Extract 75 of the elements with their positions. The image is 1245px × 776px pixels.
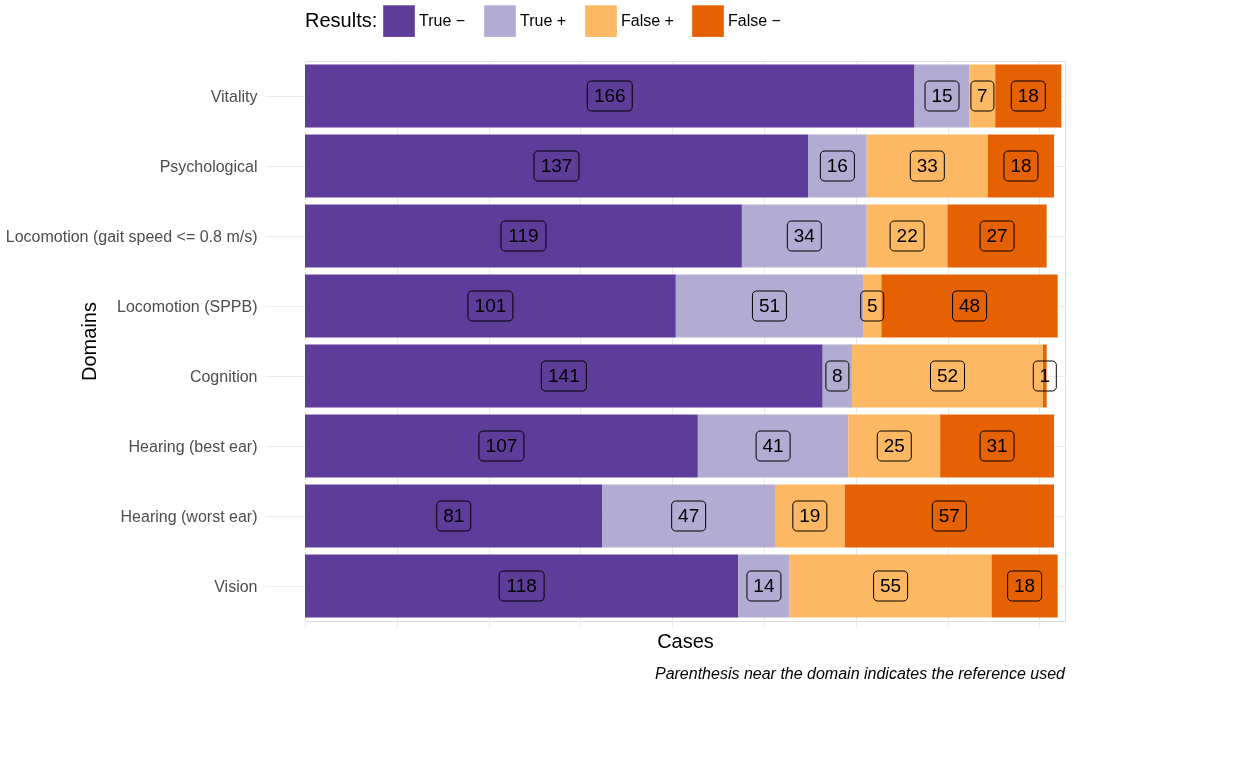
bar: [947, 204, 1047, 268]
data-label: 118: [506, 575, 537, 596]
data-label: 34: [793, 225, 816, 246]
bar: [866, 204, 948, 268]
data-label: 48: [958, 295, 981, 316]
bar: [675, 274, 864, 338]
data-label: 57: [938, 505, 960, 526]
legend-label: False −: [728, 12, 781, 30]
bar: [305, 484, 603, 548]
bar: [738, 554, 790, 618]
bar: [305, 554, 739, 618]
y-tick-label: Hearing (worst ear): [120, 507, 258, 525]
y-tick-label: Vitality: [210, 87, 258, 105]
bar: [305, 134, 808, 198]
y-tick-label: Cognition: [189, 367, 258, 385]
data-label: 141: [547, 365, 580, 386]
data-label: 55: [880, 575, 902, 596]
data-label: 7: [977, 85, 988, 106]
bar: [774, 484, 845, 548]
legend-label: False +: [621, 12, 674, 30]
data-label: 33: [916, 155, 938, 176]
data-label: 5: [866, 295, 878, 316]
data-label: 51: [758, 295, 781, 316]
text: Parenthesis near the domain indicates the reference used: [654, 664, 1067, 682]
bar: [995, 64, 1062, 128]
bar: [808, 134, 867, 198]
data-label: 81: [443, 505, 465, 526]
data-label: 19: [799, 505, 821, 526]
bar: [305, 204, 742, 268]
bar: [305, 274, 676, 338]
legend-label: True +: [520, 12, 567, 30]
y-tick-label: Locomotion (gait speed <= 0.8 m/s): [5, 227, 258, 245]
data-label: 25: [883, 435, 905, 456]
data-label: 22: [896, 225, 918, 246]
data-label: 52: [936, 365, 959, 386]
data-label: 18: [1010, 155, 1032, 176]
bar: [848, 414, 941, 478]
bar: [844, 484, 1054, 548]
data-label: 18: [1014, 575, 1036, 596]
bar: [940, 414, 1054, 478]
data-label: 18: [1017, 85, 1039, 106]
data-label: 101: [474, 295, 507, 316]
data-label: 166: [593, 85, 626, 106]
bar: [697, 414, 849, 478]
legend-label: True −: [419, 12, 466, 30]
bar: [987, 134, 1054, 198]
legend-title: Results:: [305, 9, 378, 31]
bar: [991, 554, 1058, 618]
bar: [789, 554, 992, 618]
data-label: 137: [540, 155, 573, 176]
data-label: 15: [931, 85, 953, 106]
y-tick-label: Vision: [214, 577, 258, 595]
bar: [741, 204, 867, 268]
y-tick-label: Hearing (best ear): [128, 437, 258, 455]
data-label: 16: [826, 155, 848, 176]
data-label: 8: [832, 365, 843, 386]
y-tick-label: Locomotion (SPPB): [116, 297, 258, 315]
bar: [852, 344, 1043, 408]
bar: [305, 64, 915, 128]
data-label: 119: [508, 225, 539, 246]
bar: [305, 344, 823, 408]
data-label: 107: [485, 435, 518, 456]
y-tick-label: Psychological: [159, 157, 258, 175]
bar: [866, 134, 988, 198]
data-label: 14: [753, 575, 775, 596]
x-axis-title: Cases: [657, 630, 714, 652]
bar: [305, 414, 698, 478]
y-axis-title: Domains: [77, 302, 100, 381]
data-label: 27: [986, 225, 1008, 246]
bar: [602, 484, 775, 548]
bar: [914, 64, 970, 128]
data-label: 31: [986, 435, 1008, 456]
data-label: 47: [678, 505, 700, 526]
bar: [881, 274, 1058, 338]
data-label: 41: [762, 435, 784, 456]
